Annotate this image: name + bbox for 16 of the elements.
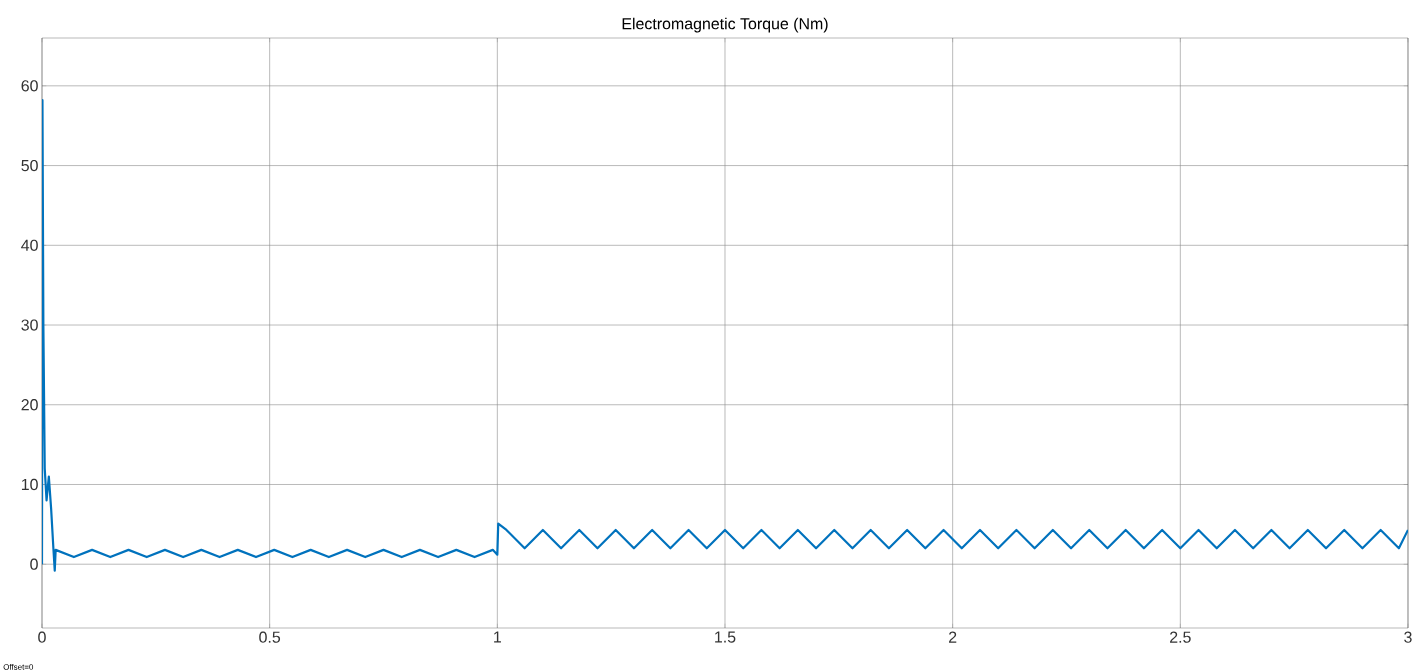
y-tick-label: 40 — [21, 239, 38, 251]
x-tick-label: 1.5 — [715, 631, 736, 643]
y-tick-label: 50 — [21, 159, 38, 172]
chart-title: Electromagnetic Torque (Nm) — [622, 17, 828, 33]
line-series — [42, 99, 1408, 572]
x-tick-label: 2 — [949, 631, 957, 643]
x-tick-label: 0.5 — [259, 631, 281, 643]
y-tick-label: 60 — [21, 80, 38, 92]
x-tick-label: 1 — [494, 631, 501, 643]
x-tick-label: 0 — [38, 631, 46, 643]
y-tick-label: 10 — [21, 478, 38, 491]
x-tick-label: 3 — [1404, 631, 1412, 643]
y-tick-label: 0 — [30, 558, 38, 570]
y-tick-label: 20 — [21, 399, 38, 411]
x-tick-label: 2.5 — [1170, 631, 1191, 643]
y-tick-label: 30 — [21, 319, 38, 331]
